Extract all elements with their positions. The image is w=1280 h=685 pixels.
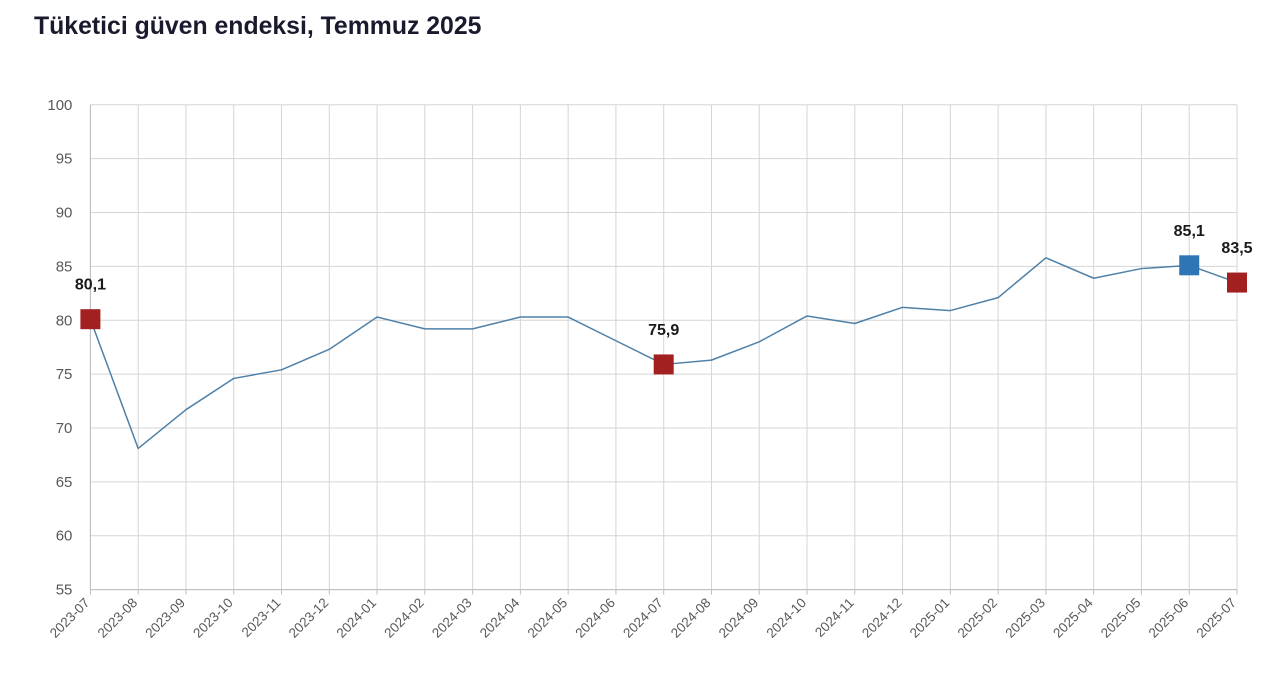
svg-text:80: 80 [56, 312, 73, 329]
svg-text:2024-10: 2024-10 [763, 595, 809, 641]
svg-text:90: 90 [56, 205, 73, 222]
svg-text:2025-01: 2025-01 [907, 595, 953, 641]
svg-text:2023-07: 2023-07 [47, 595, 93, 641]
svg-text:2024-09: 2024-09 [716, 595, 762, 641]
svg-text:60: 60 [56, 528, 73, 545]
svg-text:70: 70 [56, 420, 73, 437]
svg-text:2025-04: 2025-04 [1050, 595, 1096, 641]
svg-text:2023-08: 2023-08 [95, 595, 141, 641]
svg-text:2025-03: 2025-03 [1002, 595, 1048, 641]
svg-text:2023-10: 2023-10 [190, 595, 236, 641]
svg-text:2023-11: 2023-11 [239, 595, 284, 640]
svg-text:55: 55 [56, 582, 73, 599]
svg-text:75: 75 [56, 366, 73, 383]
svg-text:2025-02: 2025-02 [955, 595, 1001, 641]
svg-text:2024-06: 2024-06 [572, 595, 618, 641]
svg-text:2024-04: 2024-04 [477, 595, 523, 641]
svg-text:75,9: 75,9 [648, 322, 679, 339]
svg-text:65: 65 [56, 474, 73, 491]
svg-text:95: 95 [56, 151, 73, 168]
svg-text:100: 100 [47, 97, 72, 114]
svg-text:83,5: 83,5 [1221, 240, 1252, 257]
svg-text:2025-06: 2025-06 [1146, 595, 1192, 641]
svg-text:2024-03: 2024-03 [429, 595, 475, 641]
svg-text:2025-05: 2025-05 [1098, 595, 1144, 641]
svg-text:2024-02: 2024-02 [381, 595, 427, 641]
svg-text:2025-07: 2025-07 [1193, 595, 1239, 641]
svg-text:85,1: 85,1 [1174, 223, 1205, 240]
svg-text:2024-12: 2024-12 [859, 595, 905, 641]
svg-text:2024-05: 2024-05 [525, 595, 571, 641]
svg-text:2023-09: 2023-09 [142, 595, 188, 641]
svg-text:80,1: 80,1 [75, 277, 106, 294]
svg-text:2024-11: 2024-11 [812, 595, 857, 640]
svg-text:2024-01: 2024-01 [334, 595, 380, 641]
svg-text:2024-07: 2024-07 [620, 595, 666, 641]
svg-text:2023-12: 2023-12 [286, 595, 332, 641]
svg-text:85: 85 [56, 258, 73, 275]
svg-text:2024-08: 2024-08 [668, 595, 714, 641]
